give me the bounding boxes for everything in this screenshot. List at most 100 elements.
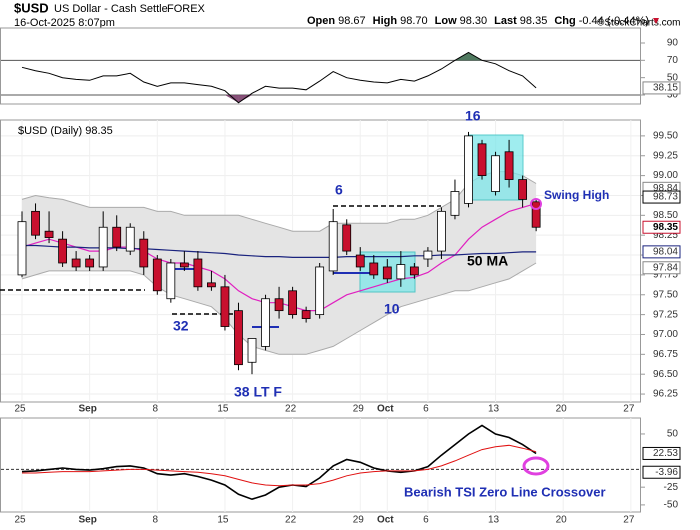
band-fill xyxy=(22,171,537,355)
moving-average xyxy=(22,244,537,258)
x-tick-label: 25 xyxy=(14,515,26,526)
candle-body xyxy=(220,286,230,327)
instrument-name: US Dollar - Cash Settle xyxy=(54,3,168,15)
x-tick-label: 15 xyxy=(217,515,229,526)
x-tick-label: 22 xyxy=(285,404,297,415)
x-tick-label: 20 xyxy=(556,515,568,526)
value-marker-label: 98.35 xyxy=(653,222,678,233)
annotation: 6 xyxy=(335,182,343,198)
candle-body xyxy=(125,226,135,252)
candle-body xyxy=(193,258,203,288)
panel-frame xyxy=(0,27,641,105)
candle-body xyxy=(531,201,541,228)
credit: ©StockCharts.com xyxy=(597,18,681,29)
candle-body xyxy=(450,191,460,216)
candle-body xyxy=(166,262,176,300)
x-tick-label: 29 xyxy=(353,404,365,415)
x-tick-label: 27 xyxy=(623,404,635,415)
candle-body xyxy=(369,262,379,276)
y-tick-label: 50 xyxy=(667,429,679,440)
quote-value: 98.35 xyxy=(520,15,548,27)
highlight xyxy=(522,456,550,476)
quote-value: 98.70 xyxy=(400,15,428,27)
x-tick-label: 6 xyxy=(423,404,429,415)
y-tick-label: 98.50 xyxy=(653,210,678,221)
candle-body xyxy=(315,266,325,316)
annotation: 50 MA xyxy=(467,253,508,269)
value-marker xyxy=(642,245,681,259)
quote-value: 98.67 xyxy=(338,15,366,27)
x-tick-label: 13 xyxy=(488,515,500,526)
date: 16-Oct-2025 8:07pm xyxy=(14,17,115,29)
y-tick-label: 97.75 xyxy=(653,270,678,281)
value-marker xyxy=(642,261,681,275)
candle-body xyxy=(355,254,365,268)
candle-body xyxy=(98,226,108,268)
quote-value: -0.44 (-0.44%) xyxy=(579,15,649,27)
tsi-line xyxy=(21,424,537,501)
value-marker xyxy=(642,465,681,479)
x-tick-label: 29 xyxy=(353,515,365,526)
y-tick-label: 70 xyxy=(667,55,679,66)
annotation: 10 xyxy=(384,301,400,317)
value-marker-label: 98.84 xyxy=(653,183,678,194)
candle-body xyxy=(247,338,257,363)
symbol: $USD xyxy=(14,0,49,15)
band-upper xyxy=(21,171,537,232)
candle-body xyxy=(301,310,311,319)
x-tick-label: Sep xyxy=(78,515,96,526)
rsi-shade xyxy=(224,94,239,103)
x-tick-label: 13 xyxy=(488,404,500,415)
candle-body xyxy=(518,179,528,200)
y-tick-label: 96.75 xyxy=(653,349,678,360)
candle-body xyxy=(342,224,352,252)
value-marker xyxy=(642,446,681,460)
value-marker xyxy=(642,190,681,204)
quote-label: Open xyxy=(307,15,335,27)
candle-body xyxy=(409,266,419,276)
down-arrow xyxy=(653,18,660,24)
candle-body xyxy=(477,143,487,177)
value-marker-label: 38.15 xyxy=(653,83,678,94)
panel-frame xyxy=(0,417,641,513)
exchange: FOREX xyxy=(167,3,206,15)
x-tick-label: 20 xyxy=(556,404,568,415)
tsi-line xyxy=(22,444,537,487)
y-tick-label: 97.25 xyxy=(653,309,678,320)
candle-body xyxy=(179,262,189,268)
annotation: 16 xyxy=(465,108,481,124)
value-marker-label: 22.53 xyxy=(653,448,678,459)
candle-body xyxy=(437,210,446,252)
candle-body xyxy=(274,298,284,312)
candle-body xyxy=(464,135,473,204)
candle-body xyxy=(139,238,149,268)
quote-value: 98.30 xyxy=(460,15,488,27)
y-tick-label: 97.00 xyxy=(653,329,678,340)
candle-body xyxy=(396,264,406,280)
y-tick-label: 99.00 xyxy=(653,170,678,181)
price-title: $USD (Daily) 98.35 xyxy=(18,125,113,137)
quote-label: Last xyxy=(494,15,517,27)
x-tick-label: 8 xyxy=(153,515,159,526)
x-tick-label: 22 xyxy=(285,515,297,526)
x-tick-label: 25 xyxy=(14,404,26,415)
candle-body xyxy=(85,258,95,268)
candle-body xyxy=(71,258,81,268)
x-tick-label: 6 xyxy=(423,515,429,526)
candle-body xyxy=(207,282,216,288)
candle-body xyxy=(112,226,122,248)
y-tick-label: 99.25 xyxy=(653,150,678,161)
candle-body xyxy=(261,298,270,347)
value-marker-label: 98.04 xyxy=(653,247,678,258)
value-marker-label: -3.96 xyxy=(655,467,678,478)
x-tick-label: Oct xyxy=(377,404,394,415)
y-tick-label: 97.50 xyxy=(653,289,678,300)
y-tick-label: -50 xyxy=(664,500,679,511)
candle-body xyxy=(58,238,67,264)
quote-label: Low xyxy=(435,15,457,27)
x-tick-label: 8 xyxy=(153,404,159,415)
y-tick-label: 96.25 xyxy=(653,389,678,400)
value-marker xyxy=(642,81,681,95)
y-tick-label: 90 xyxy=(667,38,679,49)
